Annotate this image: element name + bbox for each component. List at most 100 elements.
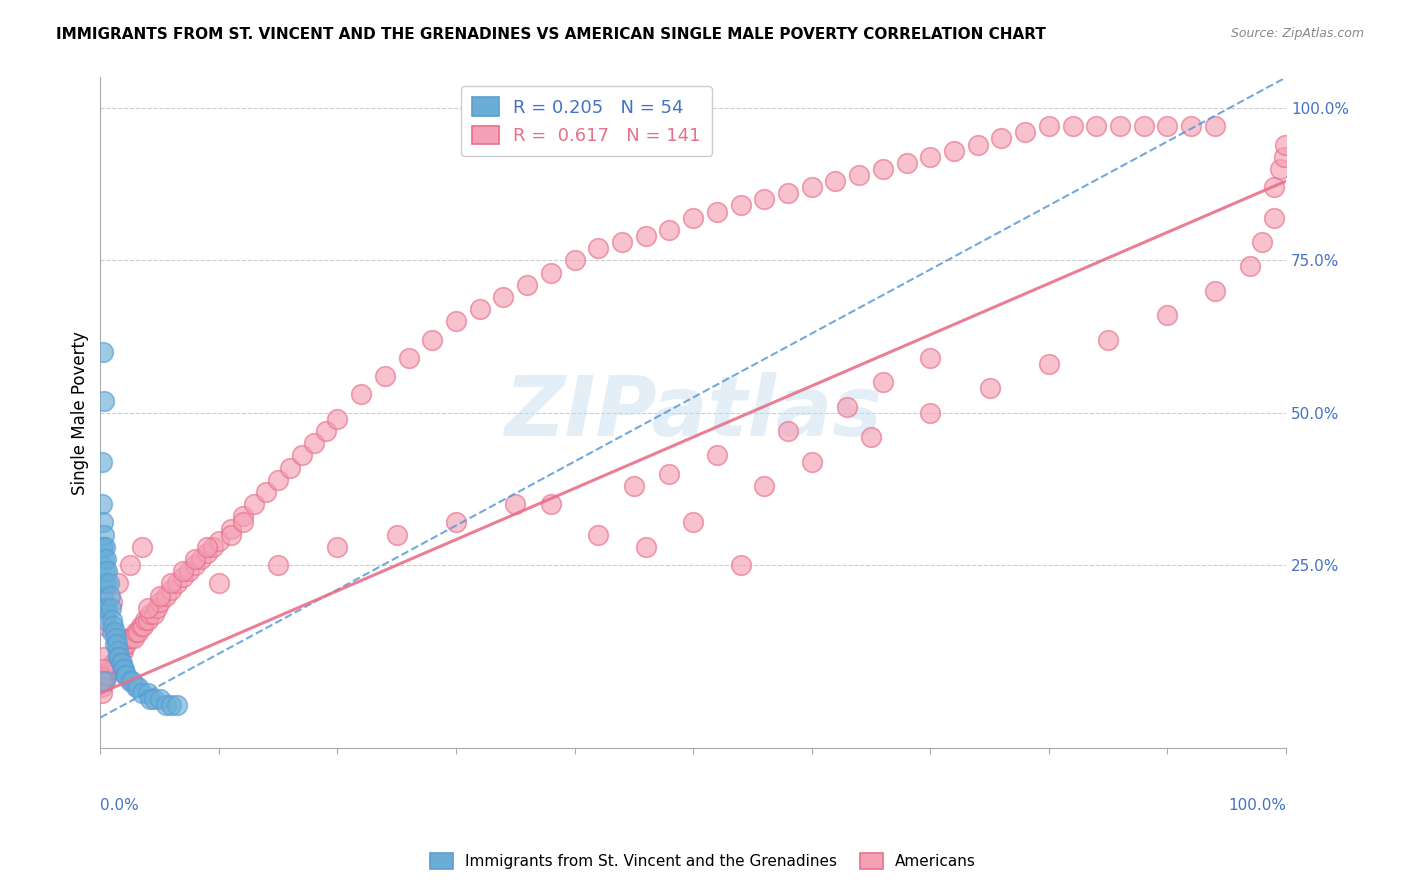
Point: [101, 625, 124, 640]
Point: [142, 607, 165, 621]
Point: [146, 600, 169, 615]
Point: [682, 516, 704, 530]
Point: [1038, 119, 1060, 133]
Point: [103, 656, 125, 670]
Point: [125, 625, 148, 640]
Point: [111, 643, 134, 657]
Point: [96, 619, 118, 633]
Point: [142, 692, 165, 706]
Point: [564, 253, 586, 268]
Point: [149, 692, 172, 706]
Point: [104, 656, 127, 670]
Point: [118, 632, 141, 646]
Point: [872, 376, 894, 390]
Point: [160, 582, 183, 597]
Point: [91, 662, 114, 676]
Point: [1263, 211, 1285, 225]
Point: [1274, 137, 1296, 152]
Point: [91, 344, 114, 359]
Point: [132, 619, 155, 633]
Point: [166, 576, 188, 591]
Point: [754, 193, 776, 207]
Point: [90, 686, 112, 700]
Point: [872, 161, 894, 176]
Point: [208, 533, 231, 548]
Point: [492, 290, 515, 304]
Point: [1268, 161, 1291, 176]
Point: [1272, 150, 1295, 164]
Point: [385, 527, 408, 541]
Point: [114, 668, 136, 682]
Point: [139, 607, 162, 621]
Point: [776, 186, 799, 201]
Point: [96, 613, 118, 627]
Point: [96, 600, 118, 615]
Point: [97, 662, 120, 676]
Point: [118, 558, 141, 573]
Point: [1204, 284, 1226, 298]
Point: [111, 643, 134, 657]
Point: [374, 369, 396, 384]
Point: [136, 600, 159, 615]
Point: [776, 424, 799, 438]
Point: [190, 552, 212, 566]
Text: Source: ZipAtlas.com: Source: ZipAtlas.com: [1230, 27, 1364, 40]
Point: [219, 522, 242, 536]
Point: [824, 174, 846, 188]
Point: [179, 564, 201, 578]
Point: [104, 632, 127, 646]
Point: [1014, 125, 1036, 139]
Point: [96, 552, 118, 566]
Point: [837, 400, 859, 414]
Point: [588, 527, 610, 541]
Point: [139, 692, 162, 706]
Point: [91, 516, 114, 530]
Point: [848, 168, 870, 182]
Point: [634, 229, 657, 244]
Point: [115, 668, 138, 682]
Point: [93, 576, 115, 591]
Point: [127, 680, 149, 694]
Point: [1263, 180, 1285, 194]
Point: [920, 150, 942, 164]
Point: [94, 540, 117, 554]
Text: 100.0%: 100.0%: [1227, 798, 1286, 814]
Point: [706, 204, 728, 219]
Point: [90, 558, 112, 573]
Point: [420, 333, 443, 347]
Point: [110, 656, 132, 670]
Point: [111, 656, 134, 670]
Point: [920, 406, 942, 420]
Point: [103, 637, 125, 651]
Point: [706, 449, 728, 463]
Point: [112, 637, 135, 651]
Point: [232, 516, 254, 530]
Point: [127, 625, 149, 640]
Point: [100, 600, 122, 615]
Point: [107, 649, 129, 664]
Point: [136, 686, 159, 700]
Point: [444, 314, 467, 328]
Point: [93, 393, 115, 408]
Point: [97, 576, 120, 591]
Point: [730, 558, 752, 573]
Point: [208, 576, 231, 591]
Point: [184, 558, 207, 573]
Point: [93, 552, 115, 566]
Point: [115, 637, 138, 651]
Point: [149, 589, 172, 603]
Point: [315, 424, 337, 438]
Point: [93, 527, 115, 541]
Point: [96, 576, 118, 591]
Point: [1239, 260, 1261, 274]
Text: 0.0%: 0.0%: [100, 798, 139, 814]
Point: [243, 497, 266, 511]
Point: [505, 497, 527, 511]
Point: [800, 180, 823, 194]
Point: [800, 454, 823, 468]
Point: [1038, 357, 1060, 371]
Point: [267, 473, 290, 487]
Point: [278, 460, 301, 475]
Point: [634, 540, 657, 554]
Y-axis label: Single Male Poverty: Single Male Poverty: [72, 331, 89, 495]
